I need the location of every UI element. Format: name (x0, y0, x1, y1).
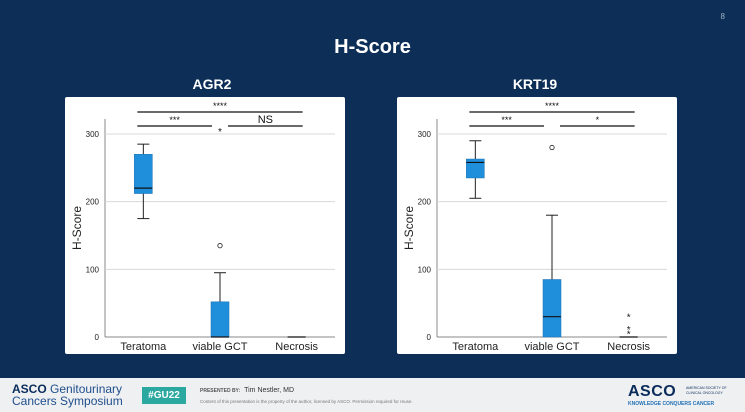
chart-title-agr2: AGR2 (192, 76, 232, 92)
slide-title: H-Score (334, 36, 411, 58)
chart-title-krt19: KRT19 (512, 76, 558, 92)
x-tick-label: Necrosis (275, 341, 318, 353)
box-iqr (542, 279, 562, 338)
y-tick-label: 100 (418, 265, 432, 274)
significance-label: * (596, 115, 600, 125)
gu-symposium-logo: ASCO Genitourinary Cancers Symposium (12, 382, 123, 408)
significance-label: NS (258, 114, 273, 126)
extreme-point: * (627, 325, 631, 336)
chart-panel-krt19: 0 100 200 300 H-Score Teratoma viable GCT Necro… (397, 97, 677, 354)
y-tick-label: 100 (86, 265, 100, 274)
chart-krt19: 0 100 200 300 H-Score Teratoma viable GCT Necro… (402, 101, 667, 353)
y-tick-label: 200 (86, 198, 100, 207)
y-tick-label: 0 (95, 333, 100, 342)
presenter-line: PRESENTED BY: Tim Nestler, MD (200, 387, 295, 394)
extreme-point: * (627, 313, 631, 324)
y-tick-label: 200 (418, 198, 432, 207)
significance-label: *** (501, 115, 512, 125)
x-tick-label: viable GCT (192, 341, 247, 353)
box-iqr (466, 158, 485, 179)
slide-number: 8 (720, 12, 725, 21)
outlier-point (217, 243, 223, 249)
box-iqr (210, 301, 230, 338)
y-axis-label: H-Score (70, 206, 84, 250)
footer-bar: ASCO Genitourinary Cancers Symposium #GU… (0, 378, 745, 412)
extreme-point: * (627, 330, 631, 341)
chart-panel-agr2: 0 100 200 300 H-Score Teratoma viable GCT Necro… (65, 97, 345, 354)
x-tick-label: Necrosis (607, 341, 650, 353)
y-tick-label: 0 (427, 333, 432, 342)
significance-label: **** (213, 101, 228, 111)
presenter-name: Tim Nestler, MD (244, 387, 295, 394)
outlier-point (549, 144, 555, 151)
box-iqr (134, 154, 153, 194)
significance-label: *** (169, 115, 180, 125)
x-tick-label: viable GCT (524, 341, 579, 353)
y-axis-label: H-Score (402, 206, 416, 250)
hashtag-badge: #GU22 (142, 387, 186, 404)
chart-agr2: 0 100 200 300 H-Score Teratoma viable GCT Necro… (70, 101, 335, 353)
asco-logo: ASCO AMERICAN SOCIETY OF CLINICAL ONCOLO… (628, 383, 727, 407)
disclaimer-text: Content of this presentation is the prop… (200, 399, 413, 404)
y-tick-label: 300 (86, 130, 100, 139)
annotation-label: * (218, 127, 222, 138)
significance-label: **** (545, 101, 560, 111)
x-tick-label: Teratoma (452, 341, 499, 353)
y-tick-label: 300 (418, 130, 432, 139)
x-tick-label: Teratoma (120, 341, 167, 353)
